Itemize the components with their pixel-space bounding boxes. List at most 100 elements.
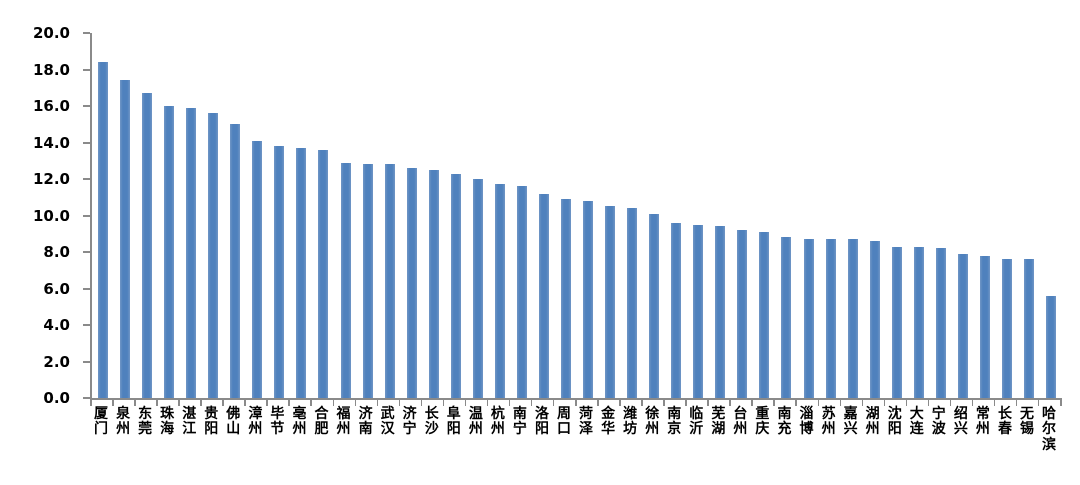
bar-slot — [357, 33, 379, 398]
y-axis-tick-label: 0.0 — [43, 389, 70, 407]
plot-area — [90, 33, 1062, 400]
bar — [561, 199, 571, 398]
bar — [472, 179, 483, 398]
bar — [450, 173, 461, 398]
bar-slot — [1040, 33, 1062, 398]
y-axis-tick-label: 14.0 — [32, 133, 70, 152]
bar-slot — [92, 33, 114, 398]
bar — [208, 113, 219, 398]
bar — [627, 208, 638, 398]
bar — [120, 80, 131, 398]
bar-slot — [709, 33, 731, 398]
bar-slot — [621, 33, 643, 398]
x-axis-category-label: 芜湖 — [711, 406, 726, 438]
x-axis-category-label: 湖州 — [865, 406, 880, 438]
x-axis-category-label: 周口 — [557, 406, 571, 438]
x-axis-tick-mark — [90, 400, 92, 406]
bar-slot — [423, 33, 445, 398]
bar — [384, 164, 395, 398]
x-axis-category-label: 苏州 — [821, 406, 836, 438]
x-axis-tick-mark — [861, 400, 864, 406]
x-axis-tick-mark — [641, 400, 643, 406]
bar — [671, 222, 682, 398]
x-axis-tick-mark — [971, 400, 974, 406]
bar-slot — [136, 33, 158, 398]
bar-slot — [379, 33, 401, 398]
y-axis-tick-mark — [83, 287, 90, 290]
x-axis-category-label: 杭州 — [490, 406, 505, 438]
bar-slot — [290, 33, 312, 398]
x-axis-category-label: 洛阳 — [534, 406, 549, 438]
x-axis-tick-mark — [1037, 400, 1040, 406]
x-axis-category-label: 佛山 — [226, 406, 241, 438]
y-axis-ticks — [83, 32, 90, 399]
bar-slot — [335, 33, 357, 398]
x-axis-category-label: 贵阳 — [204, 406, 219, 438]
x-axis-category-label: 珠海 — [160, 406, 175, 438]
y-axis-tick-label: 8.0 — [43, 243, 70, 261]
x-axis-category-label: 湛江 — [182, 406, 197, 438]
x-axis-ticks — [90, 400, 1062, 406]
x-axis-tick-mark — [178, 400, 180, 406]
bar-slot — [930, 33, 952, 398]
x-axis-tick-mark — [156, 400, 158, 406]
bar — [516, 186, 527, 398]
x-axis-tick-mark — [773, 400, 775, 406]
x-axis-category-label: 济宁 — [402, 406, 417, 438]
x-axis-category-label: 泉州 — [116, 406, 131, 438]
bar-slot — [775, 33, 797, 398]
bar — [252, 140, 263, 398]
x-axis-tick-mark — [376, 400, 379, 406]
bar — [318, 149, 329, 398]
x-axis-tick-mark — [222, 400, 224, 406]
x-axis-category-label: 徐州 — [645, 406, 660, 438]
x-axis-tick-mark — [442, 400, 445, 406]
x-axis-category-label: 嘉兴 — [843, 406, 858, 438]
x-axis-tick-mark — [112, 400, 114, 406]
bar — [913, 246, 924, 398]
bar-slot — [974, 33, 996, 398]
x-axis-category-label: 沈阳 — [887, 406, 902, 438]
x-axis-tick-mark — [508, 400, 511, 406]
bar-slot — [864, 33, 886, 398]
bar — [98, 62, 109, 398]
x-axis-category-label: 宁波 — [931, 406, 946, 438]
x-axis-tick-mark — [420, 400, 423, 406]
x-axis-tick-mark — [1060, 400, 1062, 406]
bar — [847, 239, 858, 398]
bar — [869, 241, 880, 398]
y-axis-tick-label: 18.0 — [32, 60, 70, 79]
x-axis-category-label: 台州 — [733, 406, 748, 438]
x-axis-category-label: 南京 — [667, 406, 682, 438]
y-axis-tick-mark — [83, 397, 90, 399]
x-axis-tick-mark — [354, 400, 357, 406]
bar-slot — [996, 33, 1018, 398]
bar — [164, 106, 175, 398]
bar-slot — [731, 33, 753, 398]
x-axis-category-label: 长春 — [997, 406, 1012, 438]
bar — [649, 213, 660, 398]
x-axis-tick-mark — [266, 400, 268, 406]
x-axis-tick-mark — [552, 400, 555, 406]
x-axis-category-label: 合肥 — [314, 406, 329, 438]
bar-slot — [886, 33, 908, 398]
x-axis-tick-mark — [817, 400, 819, 406]
x-axis-tick-mark — [398, 400, 401, 406]
x-axis-tick-mark — [332, 400, 334, 406]
y-axis-tick-label: 20.0 — [32, 24, 70, 42]
x-axis-tick-mark — [134, 400, 136, 406]
bar-slot — [1018, 33, 1040, 398]
x-axis-tick-mark — [597, 400, 599, 406]
x-axis-tick-mark — [288, 400, 290, 406]
bar — [803, 239, 814, 398]
y-axis-tick-label: 4.0 — [43, 316, 70, 334]
bar-slot — [312, 33, 334, 398]
x-axis-tick-mark — [530, 400, 533, 406]
x-axis-tick-mark — [751, 400, 753, 406]
bar-slot — [820, 33, 842, 398]
bar — [428, 169, 439, 398]
x-axis-tick-mark — [663, 400, 665, 406]
bar — [1046, 295, 1057, 398]
bar — [142, 93, 153, 398]
